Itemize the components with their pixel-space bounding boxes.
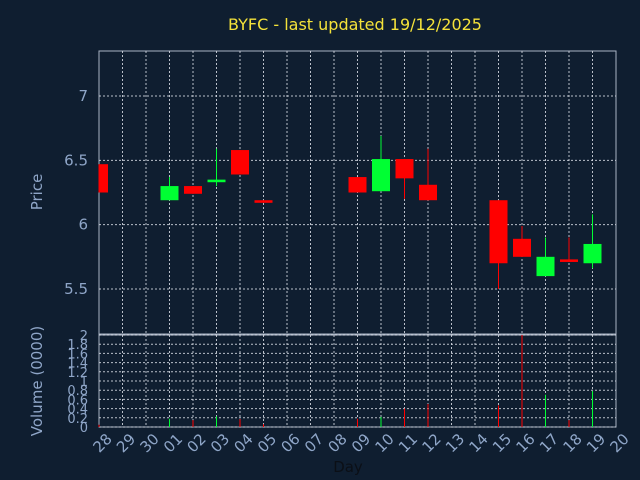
- volume-y-tick-label: 2: [80, 329, 88, 344]
- price-axis-label: Price: [28, 174, 46, 211]
- candles: [98, 135, 602, 289]
- candle-body: [207, 179, 226, 183]
- volume-y-tick-label: 0.8: [67, 384, 88, 399]
- candle-body: [513, 238, 531, 257]
- price-y-tick-label: 6.5: [64, 151, 88, 169]
- x-tick-label: 09: [348, 430, 374, 456]
- volume-y-ticks: 00.20.40.60.811.21.41.61.82: [67, 329, 88, 436]
- x-tick-label: 04: [231, 430, 257, 456]
- volume-y-tick-label: 1.2: [67, 366, 88, 381]
- volume-bars: [98, 335, 593, 427]
- volume-axis-label: Volume (0000): [28, 326, 46, 436]
- x-tick-label: 15: [489, 430, 515, 456]
- candle-body: [254, 200, 273, 203]
- chart-title: BYFC - last updated 19/12/2025: [228, 15, 482, 34]
- candle-body: [583, 243, 602, 264]
- x-tick-label: 05: [254, 430, 280, 456]
- x-tick-label: 17: [536, 430, 562, 456]
- volume-y-tick-label: 1.6: [67, 347, 88, 362]
- candle-body: [231, 150, 249, 175]
- volume-y-tick-label: 0.4: [67, 403, 88, 418]
- x-tick-label: 30: [137, 430, 163, 456]
- volume-y-tick-label: 0.6: [67, 393, 88, 408]
- candle-body: [489, 200, 508, 264]
- candle-body: [560, 259, 578, 262]
- x-tick-label: 10: [372, 430, 398, 456]
- x-tick-label: 07: [301, 430, 327, 456]
- candle-body: [536, 256, 555, 277]
- x-tick-label: 02: [184, 430, 210, 456]
- x-tick-labels: 2829300102030405060708091011121314151617…: [90, 430, 633, 456]
- volume-y-tick-label: 0.2: [67, 412, 88, 427]
- x-tick-label: 16: [513, 430, 539, 456]
- x-tick-label: 14: [466, 430, 492, 456]
- candle-body: [160, 186, 179, 201]
- x-tick-label: 11: [395, 430, 421, 456]
- x-axis-label: Day: [333, 458, 363, 476]
- x-tick-label: 28: [90, 430, 116, 456]
- x-tick-label: 13: [442, 430, 468, 456]
- candle-body: [348, 177, 367, 193]
- candle-body: [99, 164, 108, 193]
- candle-body: [419, 184, 437, 201]
- price-y-tick-label: 5.5: [64, 280, 88, 298]
- x-tick-label: 18: [560, 430, 586, 456]
- price-y-ticks: 5.5 6 6.5 7: [64, 87, 88, 298]
- candle-body: [184, 186, 202, 194]
- candle-body: [395, 159, 414, 179]
- x-tick-label: 06: [278, 430, 304, 456]
- price-y-tick-label: 7: [78, 87, 88, 105]
- x-tick-label: 08: [325, 430, 351, 456]
- volume-y-tick-label: 1.4: [67, 357, 88, 372]
- x-tick-label: 29: [113, 430, 139, 456]
- price-y-tick-label: 6: [78, 216, 88, 234]
- volume-y-tick-label: 0: [80, 421, 88, 436]
- x-tick-label: 01: [160, 430, 186, 456]
- x-tick-label: 20: [607, 430, 633, 456]
- volume-y-tick-label: 1.8: [67, 338, 88, 353]
- x-tick-label: 19: [583, 430, 609, 456]
- volume-grid: [99, 334, 616, 428]
- x-tick-label: 12: [419, 430, 445, 456]
- x-tick-label: 03: [207, 430, 233, 456]
- volume-y-tick-label: 1: [80, 375, 88, 390]
- candle-body: [372, 159, 390, 192]
